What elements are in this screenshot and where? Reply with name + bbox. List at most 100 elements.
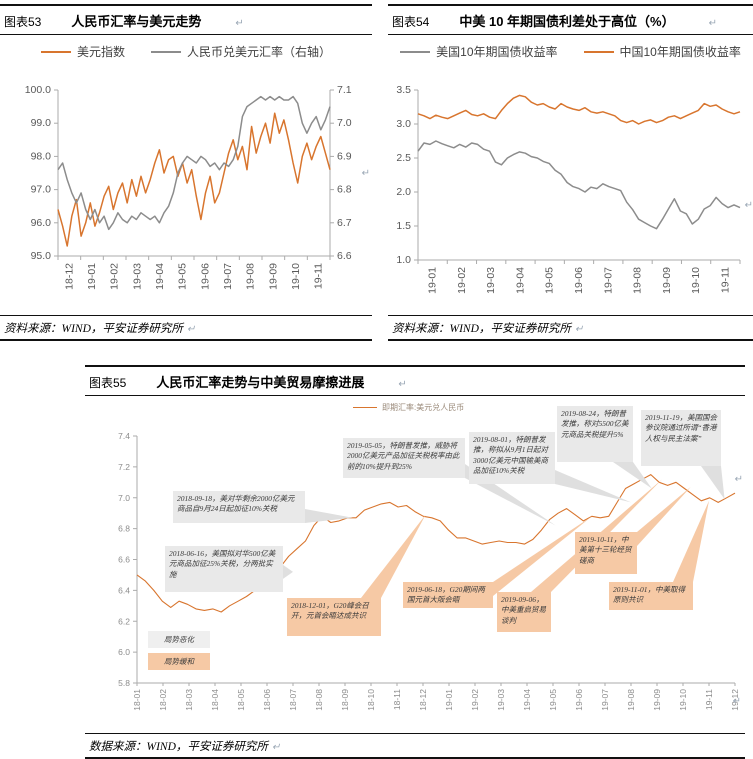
return-mark-icon: ↵ (744, 200, 753, 211)
top-charts-row: 图表53 人民币汇率与美元走势 ↵ 美元指数 人民币兑美元汇率（右轴） 100.… (0, 4, 753, 341)
cn-10y-yield-line (417, 94, 741, 125)
callout-pointer (613, 462, 652, 489)
x-tick-label: 18-08 (314, 689, 324, 711)
x-tick-label: 19-08 (245, 263, 257, 290)
x-tick-label: 19-01 (427, 267, 439, 294)
x-tick-label: 19-12 (730, 689, 740, 711)
callout-pointer (305, 509, 353, 523)
x-tick-label: 18-10 (366, 689, 376, 711)
x-tick-label: 19-03 (496, 689, 506, 711)
callout-pointer (701, 466, 725, 500)
x-tick-label: 19-08 (632, 267, 644, 294)
x-tick-label: 19-10 (690, 267, 702, 294)
trade-event-callout: 2019-08-24，特朗普发推，称对5500亿美元商品关税提升5% (557, 406, 633, 462)
trade-event-callout: 2018-06-16，美国拟对华500亿美元商品加征25%关税，分两批实施 (165, 546, 283, 592)
callout-pointer (673, 500, 709, 582)
y-tick-label: 99.0 (31, 117, 52, 129)
return-mark-icon: ↵ (574, 324, 584, 335)
trade-event-callout: 2019-05-05，特朗普发推，威胁将2000亿美元产品加征关税税率由此前的1… (343, 438, 465, 478)
legend-label: 美国10年期国债收益率 (436, 45, 558, 59)
y-tick-label: 7.2 (118, 462, 130, 472)
y-tick-label: 6.4 (118, 585, 130, 595)
x-tick-label: 19-10 (678, 689, 688, 711)
return-mark-icon: ↵ (235, 18, 244, 29)
x-tick-label: 19-09 (652, 689, 662, 711)
figure55-header: 图表55 人民币汇率走势与中美贸易摩擦进展 ↵ (85, 365, 745, 396)
y-tick-label: 6.0 (118, 647, 130, 657)
figure53-title: 人民币汇率与美元走势 (71, 14, 202, 29)
legend-item-us-10y: 美国10年期国债收益率 (400, 43, 558, 60)
legend-label: 中国10年期国债收益率 (619, 45, 741, 59)
trade-event-callout: 2018-12-01，G20峰会召开，元首会晤达成共识 (287, 598, 381, 636)
x-tick-label: 18-06 (262, 689, 272, 711)
x-tick-label: 19-05 (177, 263, 189, 290)
state-legend-easing: 局势缓和 (148, 653, 210, 670)
usd-cny-spot-swatch (353, 406, 377, 409)
state-legend-escalation: 局势恶化 (148, 631, 210, 648)
y-tick-label-right: 7.1 (337, 84, 352, 96)
figure54-chart: 3.5 3.0 2.5 2.0 1.5 1.0 19-01 19-02 19-03 19-04 19… (388, 60, 753, 315)
y-tick-label: 1.0 (396, 254, 411, 266)
x-tick-label: 19-09 (267, 263, 279, 290)
x-tick-label: 19-04 (154, 263, 166, 290)
figure55-chart: 7.4 7.2 7.0 6.8 6.6 6.4 6.2 6.0 5.8 18-01 18-02 18-… (85, 396, 745, 733)
y-tick-label: 96.0 (31, 217, 52, 229)
figure55-legend: 即期汇率:美元兑人民币 (353, 402, 464, 413)
return-mark-icon: ↵ (734, 474, 743, 485)
x-tick-label: 18-11 (392, 689, 402, 710)
figure53-header: 图表53 人民币汇率与美元走势 ↵ (0, 4, 372, 35)
cny-usd-rate-line (57, 95, 331, 231)
y-tick-label: 100.0 (25, 84, 51, 96)
figure53-source: 资料来源：WIND，平安证券研究所 ↵ (0, 315, 372, 341)
x-tick-label: 19-11 (704, 689, 714, 710)
x-tick-label: 18-12 (63, 263, 75, 290)
x-tick-label: 19-02 (109, 263, 121, 290)
fig54-us-cn-10y-yield-svg: 3.5 3.0 2.5 2.0 1.5 1.0 19-01 19-02 19-03 19-04 19… (396, 84, 741, 294)
trade-event-callout: 2019-11-01，中美取得原则共识 (609, 582, 693, 610)
y-tick-label: 6.8 (118, 524, 130, 534)
y-tick-label-right: 6.6 (337, 250, 352, 262)
x-tick-label: 19-10 (290, 263, 302, 290)
legend-label: 人民币兑美元汇率（右轴） (187, 45, 332, 59)
callout-pointer (361, 514, 426, 598)
figure55-block: 图表55 人民币汇率走势与中美贸易摩擦进展 ↵ 7.4 7.2 7.0 6.8 6.6 6… (85, 365, 745, 759)
source-text: 资料来源：WIND，平安证券研究所 (392, 323, 571, 335)
x-tick-label: 19-01 (444, 689, 454, 711)
x-tick-label: 18-02 (158, 689, 168, 711)
figure53-legend: 美元指数 人民币兑美元汇率（右轴） (0, 43, 372, 60)
y-tick-label-right: 7.0 (337, 117, 352, 129)
y-tick-label: 2.0 (396, 186, 411, 198)
trade-event-callout: 2019-11-19，美国国会参议院通过所谓“香港人权与民主法案” (641, 410, 721, 466)
callout-pointer (283, 564, 293, 579)
y-tick-label: 95.0 (31, 250, 52, 262)
x-tick-label: 18-12 (418, 689, 428, 711)
return-mark-icon: ↵ (186, 324, 196, 335)
x-tick-label: 19-02 (470, 689, 480, 711)
trade-event-callout: 2019-09-06，中美重启贸易谈判 (497, 592, 551, 632)
return-mark-icon: ↵ (398, 379, 407, 390)
fig53-usd-index-vs-cny-svg: 100.0 99.0 98.0 97.0 96.0 95.0 7.1 7.0 6.9 6.8 6.7… (25, 84, 352, 290)
x-tick-label: 19-03 (485, 267, 497, 294)
y-tick-label: 98.0 (31, 150, 52, 162)
figure53-chart: 100.0 99.0 98.0 97.0 96.0 95.0 7.1 7.0 6.9 6.8 6.7… (0, 60, 372, 315)
source-text: 数据来源：WIND，平安证券研究所 (89, 741, 268, 753)
legend-item-usd-index: 美元指数 (40, 43, 125, 60)
x-tick-label: 18-07 (288, 689, 298, 711)
usd-index-swatch (40, 50, 71, 53)
y-tick-label: 1.5 (396, 220, 411, 232)
y-tick-label: 3.0 (396, 118, 411, 130)
x-tick-label: 19-01 (86, 263, 98, 290)
x-tick-label: 18-01 (132, 689, 142, 711)
x-tick-label: 19-11 (719, 267, 731, 293)
x-tick-label: 19-05 (544, 267, 556, 294)
y-tick-label: 2.5 (396, 152, 411, 164)
usd-cny-spot-line (136, 474, 736, 613)
x-tick-label: 18-05 (236, 689, 246, 711)
x-tick-label: 19-07 (602, 267, 614, 294)
usd-index-line (57, 112, 331, 247)
y-tick-label: 7.0 (118, 493, 130, 503)
legend-item-cny-rate: 人民币兑美元汇率（右轴） (151, 43, 331, 60)
x-tick-label: 18-09 (340, 689, 350, 711)
trade-event-callout: 2019-08-01，特朗普发推，称拟从9月1日起对3000亿美元中国输美商品加… (469, 432, 555, 484)
